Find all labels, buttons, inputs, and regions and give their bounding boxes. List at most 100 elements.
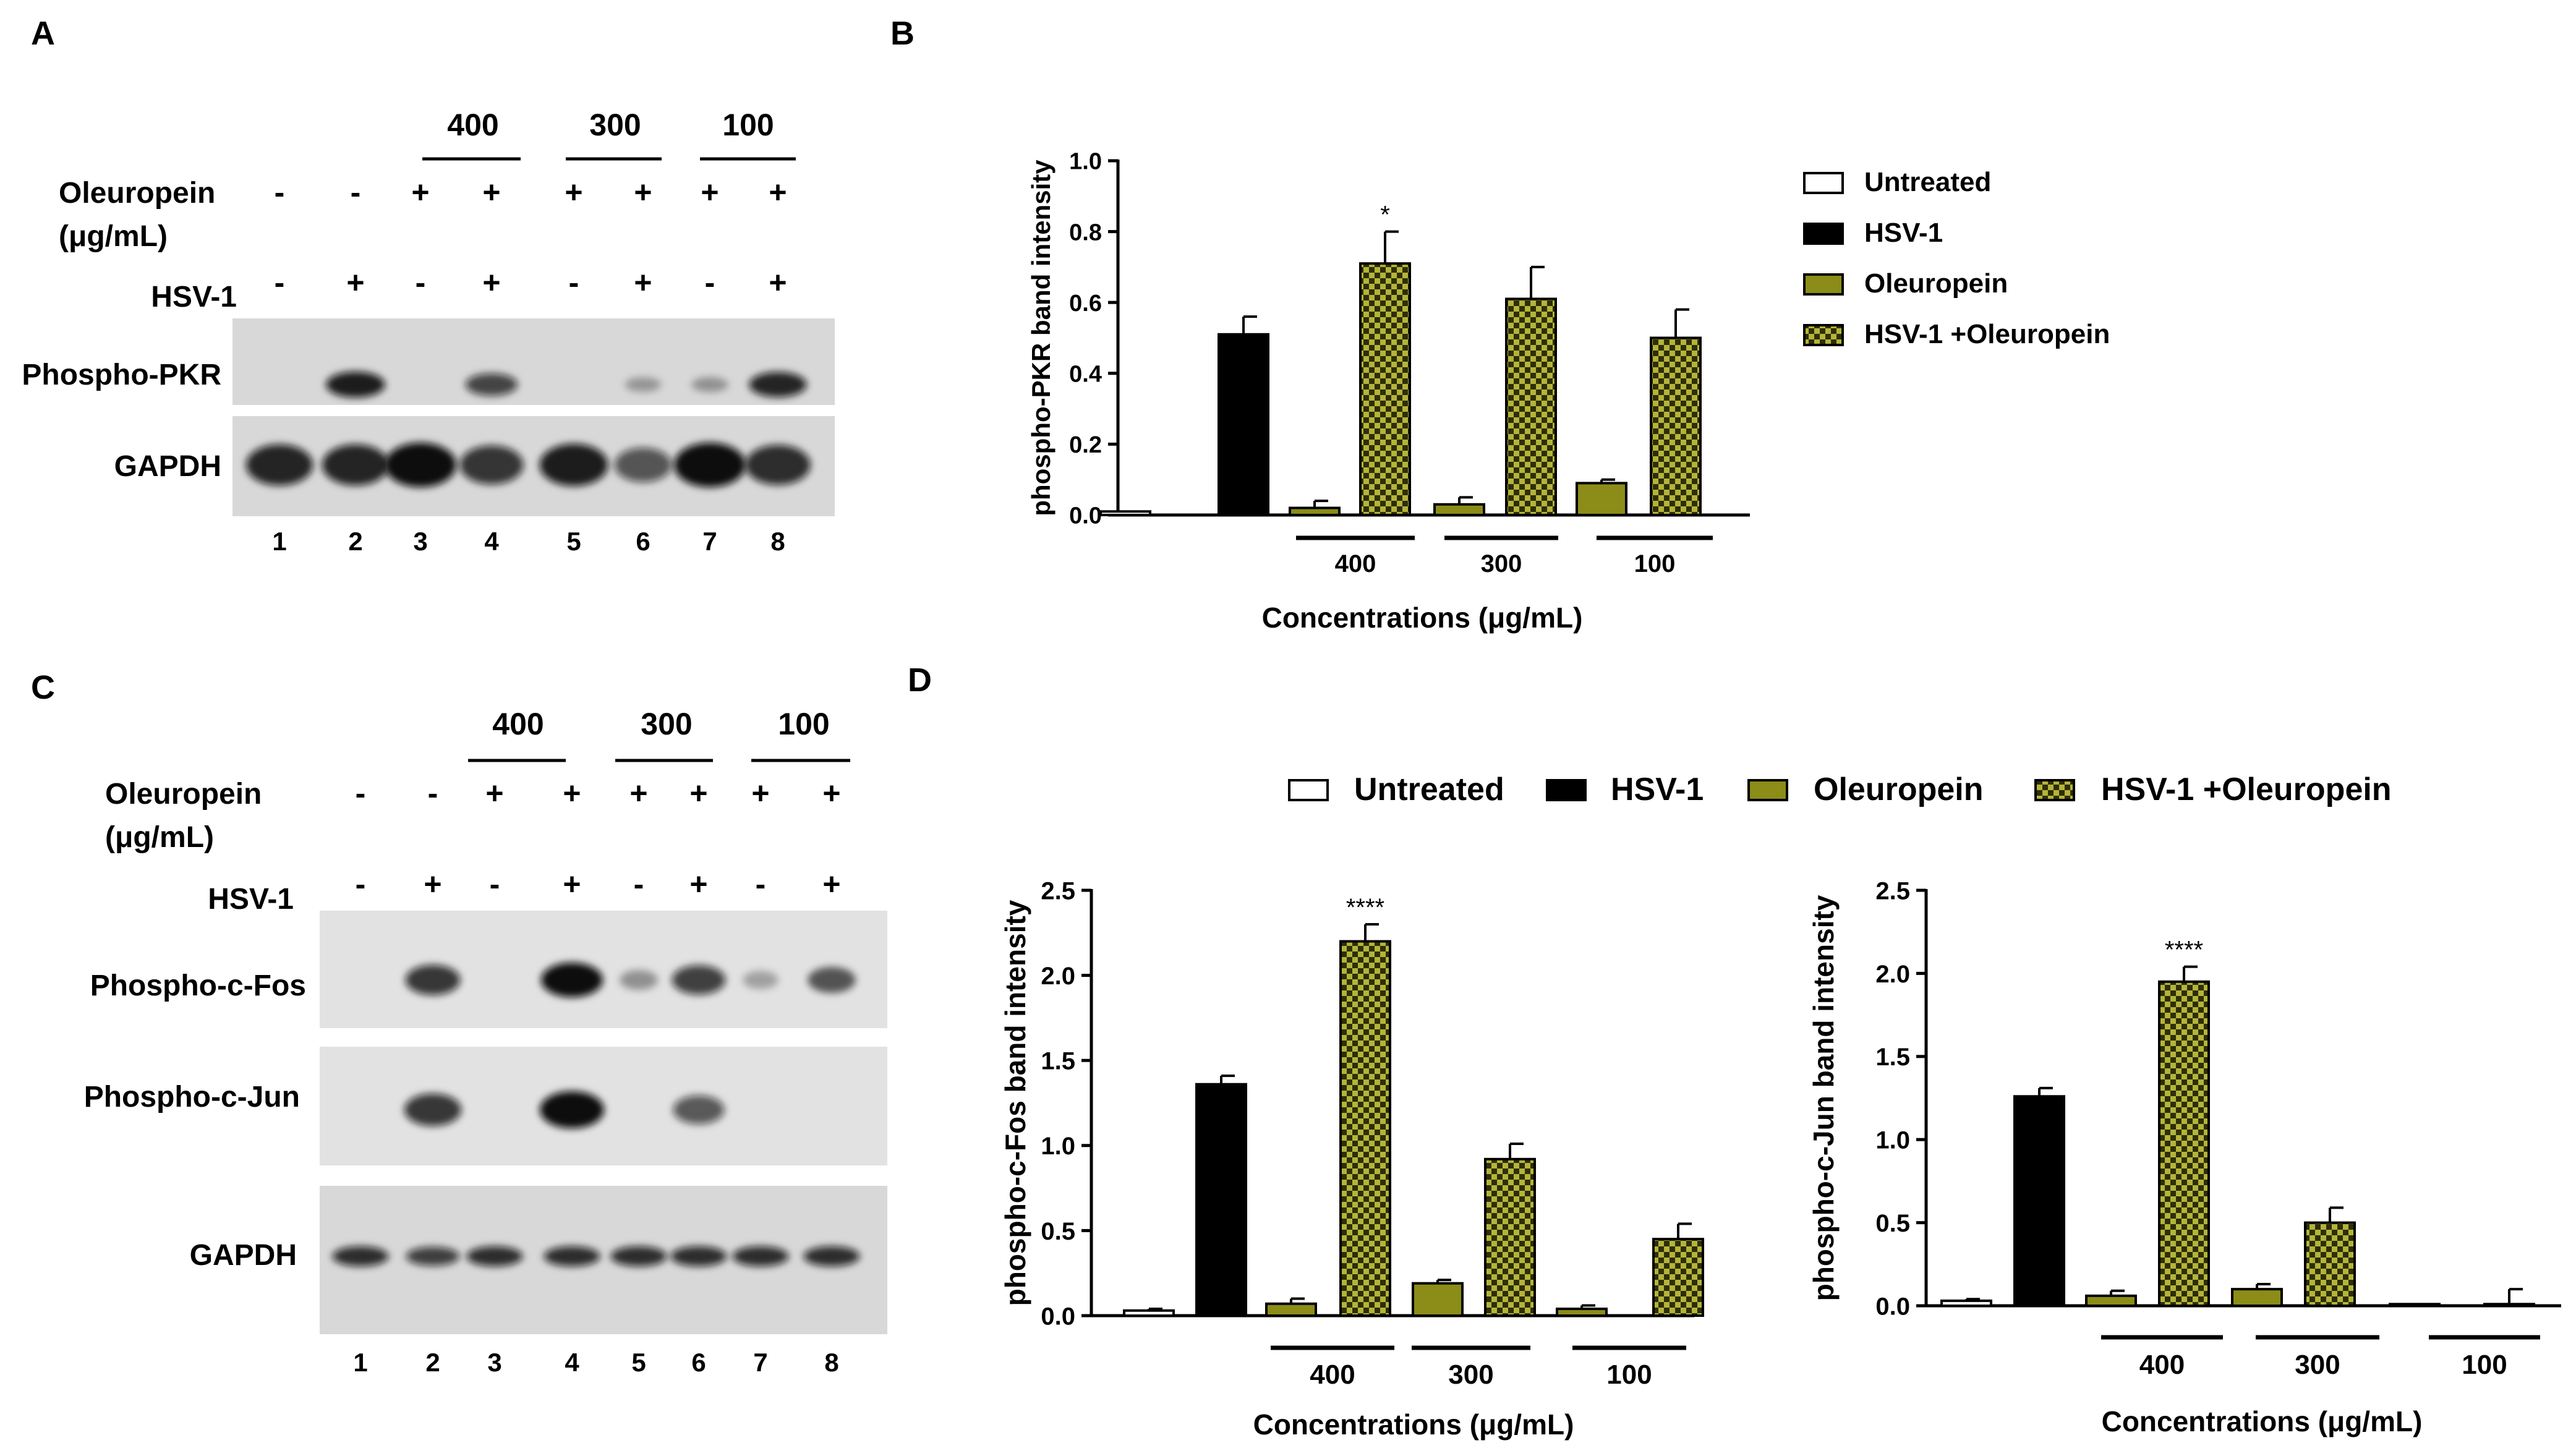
legend-swatch-hsv1: [1546, 779, 1587, 801]
bar-oleuropein-100: [2389, 1303, 2441, 1308]
panel-letter-D: D: [908, 662, 932, 699]
bar-oleuropein-300: [1433, 503, 1485, 516]
blot-band: [625, 377, 662, 392]
blot-band: [672, 965, 726, 995]
bar-untreated: [1123, 1309, 1175, 1317]
bar-oleuropein-400: [1289, 506, 1341, 516]
bar-untreated: [1099, 510, 1151, 517]
y-tick-label: 1.0: [1875, 1127, 1910, 1154]
blot-band: [406, 1246, 460, 1266]
lane-number: 1: [272, 527, 286, 556]
y-tick-label: 0.0: [1069, 503, 1102, 529]
legend-swatch-untreated: [1803, 172, 1844, 194]
oleuropein-unit-label: (μg/mL): [59, 220, 168, 253]
oleuropein-sign: -: [428, 776, 438, 811]
oleuropein-unit-label: (μg/mL): [105, 821, 214, 854]
lane-number: 5: [566, 527, 581, 556]
lane-number: 8: [770, 527, 785, 556]
hsv1-sign: +: [563, 867, 581, 901]
hsv1-sign: -: [275, 265, 285, 300]
hsv1-row-label: HSV-1: [208, 883, 294, 916]
blot-strip-phospho-pkr: [232, 318, 835, 405]
y-tick-label: 0.2: [1069, 432, 1102, 458]
lane-number: 5: [631, 1348, 646, 1377]
bar-hsv-1-oleuropein-300: [1484, 1157, 1536, 1318]
oleuropein-sign: +: [482, 175, 500, 210]
blot-band: [541, 963, 603, 997]
y-tick-label: 1.0: [1069, 149, 1102, 175]
hsv1-sign: -: [356, 867, 366, 901]
blot-band: [614, 448, 672, 482]
oleuropein-sign: -: [275, 175, 285, 210]
oleuropein-sign: +: [822, 776, 840, 811]
band-label-gapdh: GAPDH: [190, 1239, 297, 1272]
blot-band: [620, 969, 658, 990]
blot-band: [465, 373, 518, 396]
group-label: 300: [1448, 1360, 1493, 1390]
oleuropein-sign: +: [751, 776, 769, 811]
x-axis-label: Concentrations (μg/mL): [1262, 602, 1583, 634]
oleuropein-sign: +: [629, 776, 647, 811]
y-tick-label: 0.6: [1069, 291, 1102, 317]
hsv1-sign: +: [689, 867, 707, 901]
blot-band: [745, 445, 811, 485]
group-label: 400: [2139, 1350, 2185, 1380]
bar-hsv-1: [1195, 1083, 1247, 1318]
bar-oleuropein-100: [1576, 482, 1627, 516]
hsv1-sign: +: [424, 867, 441, 901]
bar-untreated: [1940, 1299, 1992, 1308]
oleuropein-sign: +: [689, 776, 707, 811]
lane-number: 2: [425, 1348, 440, 1377]
bar-hsv-1-oleuropein-400: [1339, 940, 1391, 1318]
y-axis-label: phospho-PKR band intensity: [1026, 160, 1056, 516]
legend-label-untreated: Untreated: [1864, 167, 1991, 197]
significance-marker: *: [1380, 202, 1390, 229]
concentration-label: 100: [722, 108, 774, 142]
blot-band: [743, 971, 778, 989]
group-label: 100: [2462, 1350, 2507, 1380]
x-axis-label: Concentrations (μg/mL): [1253, 1408, 1574, 1441]
concentration-label: 400: [447, 108, 498, 142]
blot-panel-a: 400 300 100 Oleuropein (μg/mL) - - + + + + + + …: [22, 108, 835, 556]
band-label-phospho-pkr: Phospho-PKR: [22, 359, 221, 391]
concentration-label: 300: [589, 108, 641, 142]
bar-oleuropein-400: [1265, 1302, 1317, 1318]
blot-band: [459, 445, 524, 485]
lane-number: 8: [824, 1348, 838, 1377]
hsv1-sign: -: [705, 265, 715, 300]
legend-label-oleuropein: Oleuropein: [1864, 268, 2008, 299]
concentration-label: 400: [492, 707, 544, 741]
oleuropein-sign: +: [769, 175, 787, 210]
panel-letter-B: B: [890, 15, 915, 52]
blot-band: [332, 1246, 389, 1267]
oleuropein-sign: +: [565, 175, 582, 210]
oleuropein-sign: -: [356, 776, 366, 811]
y-tick-label: 0.5: [1875, 1210, 1910, 1237]
band-label-gapdh: GAPDH: [114, 450, 221, 483]
bar-hsv-1-oleuropein-100: [2483, 1303, 2535, 1308]
bar-hsv-1-oleuropein-100: [1650, 336, 1702, 516]
blot-band: [673, 1095, 725, 1125]
blot-band: [674, 443, 746, 487]
hsv1-sign: +: [634, 265, 652, 300]
significance-marker: ****: [1346, 894, 1384, 921]
legend-label-hsv1-oleuropein: HSV-1 +Oleuropein: [2101, 772, 2392, 807]
lane-number: 7: [753, 1348, 767, 1377]
band-label-phospho-c-jun: Phospho-c-Jun: [84, 1081, 300, 1113]
blot-band: [544, 1246, 600, 1267]
chart-phospho-pkr: 0.0 0.2 0.4 0.6 0.8 1.0 phospho-PKR band inten…: [1026, 149, 1750, 634]
legend-swatch-oleuropein: [1747, 779, 1788, 801]
legend-panel-b: Untreated HSV-1 Oleuropein HSV-1 +Oleuro…: [1803, 167, 2110, 349]
hsv1-sign: -: [756, 867, 766, 901]
blot-band: [322, 444, 390, 486]
legend-swatch-hsv1: [1803, 223, 1844, 245]
oleuropein-sign: +: [485, 776, 503, 811]
lane-number: 7: [702, 527, 717, 556]
bar-hsv-1-oleuropein-300: [2304, 1221, 2356, 1307]
blot-band: [540, 1091, 604, 1128]
group-label: 300: [1481, 550, 1522, 577]
y-axis-label: phospho-c-Jun band intensity: [1807, 895, 1840, 1301]
x-axis-label: Concentrations (μg/mL): [2102, 1405, 2423, 1437]
y-tick-label: 1.5: [1041, 1048, 1075, 1075]
